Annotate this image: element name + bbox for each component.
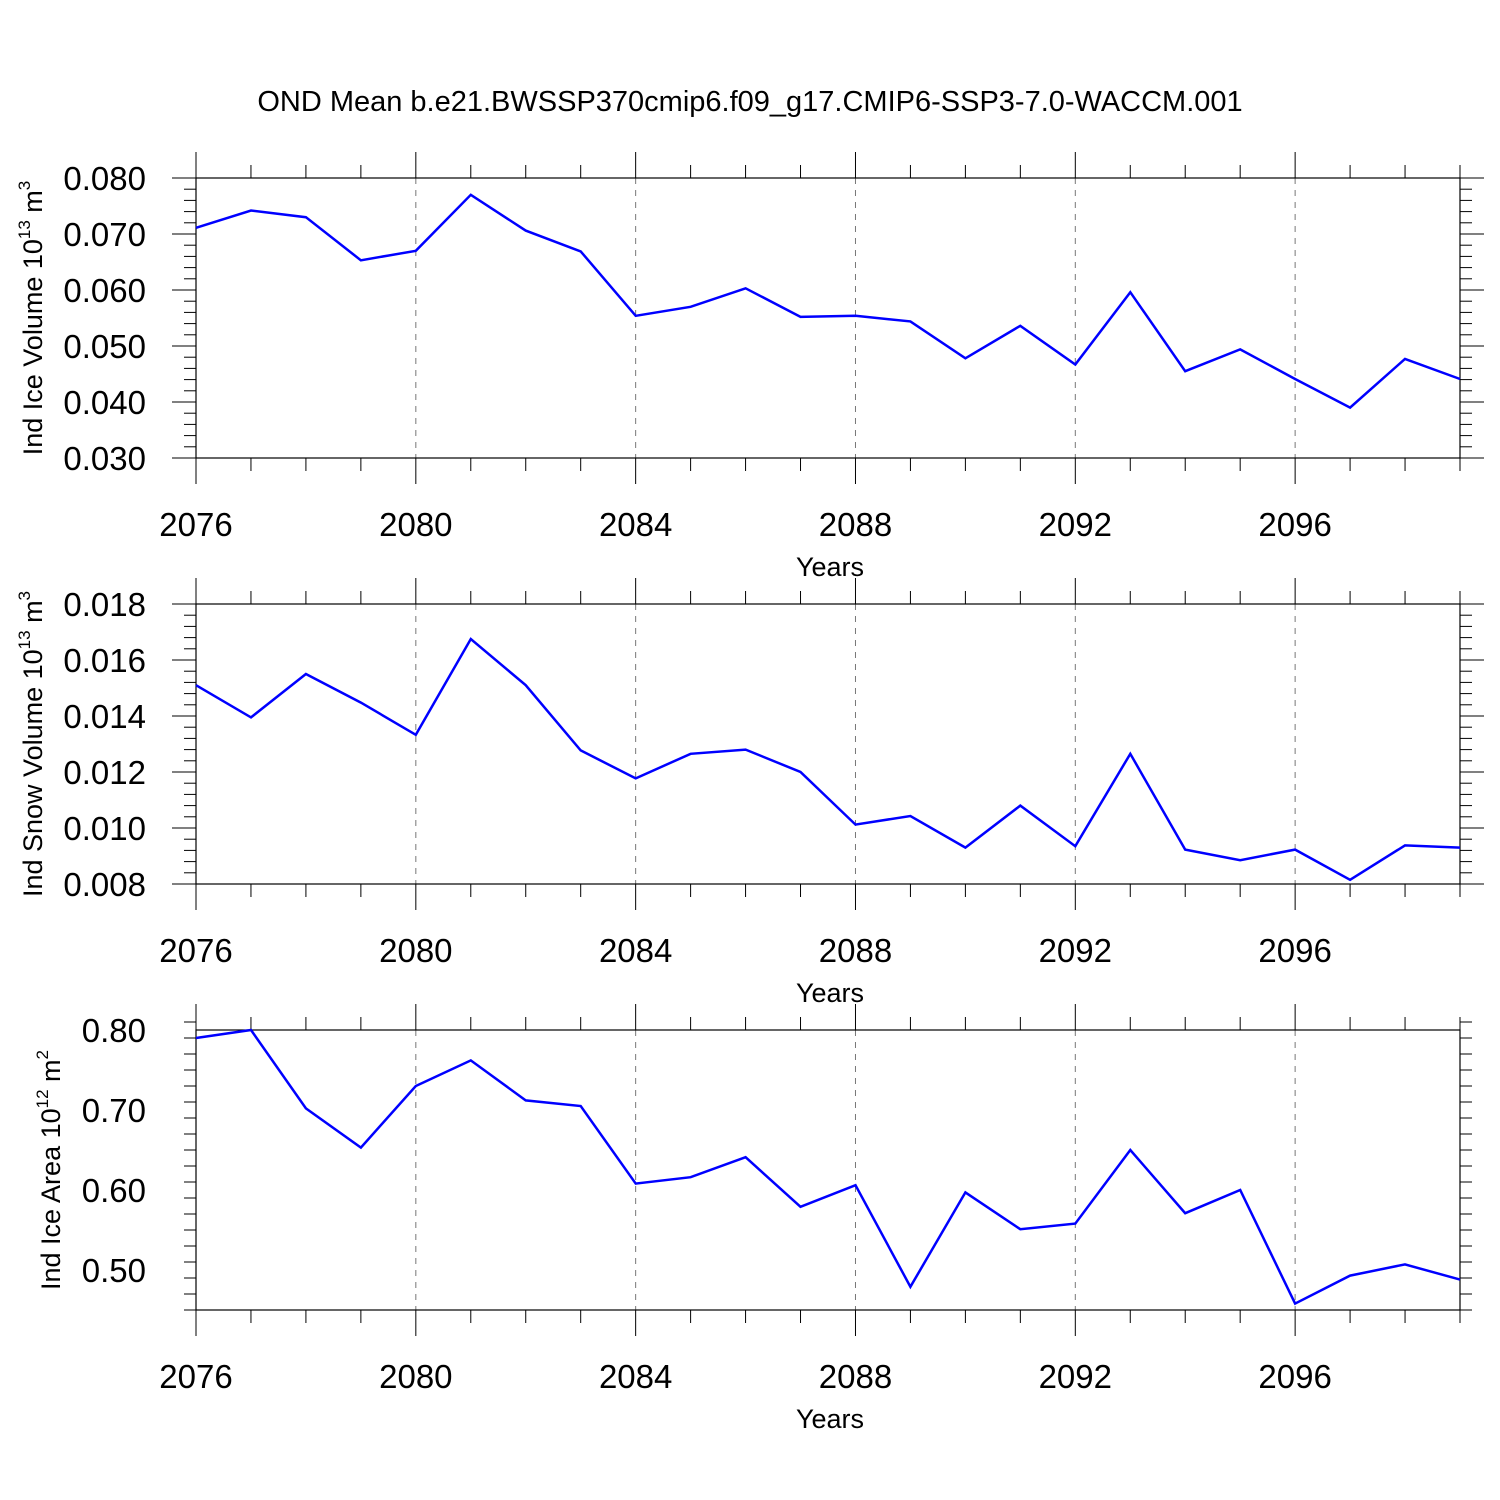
x-tick-label: 2080 bbox=[379, 506, 452, 543]
y-tick-label: 0.60 bbox=[82, 1172, 146, 1209]
x-tick-label: 2076 bbox=[159, 506, 232, 543]
x-tick-label: 2076 bbox=[159, 1358, 232, 1395]
x-axis-label: Years bbox=[796, 552, 864, 582]
y-tick-label: 0.080 bbox=[63, 160, 146, 197]
snow-volume-panel: 2076 2080 2084 2088 2092 2096 0.008 0.010 0.012 0… bbox=[15, 578, 1484, 1008]
x-tick-label: 2092 bbox=[1039, 932, 1112, 969]
x-tick-label: 2084 bbox=[599, 932, 672, 969]
y-tick-label: 0.016 bbox=[63, 642, 146, 679]
series-line bbox=[195, 193, 1461, 410]
x-axis-label: Years bbox=[796, 978, 864, 1008]
series-line bbox=[195, 637, 1461, 882]
ice-area-panel: 2076 2080 2084 2088 2092 2096 0.50 0.60 0.70 0.80… bbox=[33, 1004, 1472, 1434]
x-tick-label: 2092 bbox=[1039, 1358, 1112, 1395]
ice-volume-panel: 2076 2080 2084 2088 2092 2096 0.030 0.040 0.050 0… bbox=[15, 152, 1484, 582]
y-tick-label: 0.018 bbox=[63, 586, 146, 623]
x-tick-label: 2084 bbox=[599, 1358, 672, 1395]
chart-title: OND Mean b.e21.BWSSP370cmip6.f09_g17.CMI… bbox=[257, 86, 1243, 118]
x-tick-label: 2096 bbox=[1258, 1358, 1331, 1395]
y-tick-label: 0.014 bbox=[63, 698, 146, 735]
y-tick-label: 0.50 bbox=[82, 1252, 146, 1289]
y-axis-label: Ind Ice Volume 1013 m3 bbox=[15, 181, 48, 456]
plot-frame bbox=[195, 1029, 1461, 1311]
y-tick-label: 0.008 bbox=[63, 866, 146, 903]
y-axis-label: Ind Ice Area 1012 m2 bbox=[33, 1050, 66, 1290]
x-axis-label: Years bbox=[796, 1404, 864, 1434]
y-tick-label: 0.030 bbox=[63, 440, 146, 477]
y-axis-label: Ind Snow Volume 1013 m3 bbox=[15, 591, 48, 897]
x-tick-label: 2088 bbox=[819, 1358, 892, 1395]
x-tick-label: 2096 bbox=[1258, 506, 1331, 543]
x-tick-label: 2092 bbox=[1039, 506, 1112, 543]
y-tick-label: 0.70 bbox=[82, 1092, 146, 1129]
y-tick-label: 0.040 bbox=[63, 384, 146, 421]
x-tick-label: 2096 bbox=[1258, 932, 1331, 969]
plot-frame bbox=[195, 177, 1461, 459]
y-tick-label: 0.80 bbox=[82, 1012, 146, 1049]
y-tick-label: 0.070 bbox=[63, 216, 146, 253]
x-tick-label: 2080 bbox=[379, 1358, 452, 1395]
series-line bbox=[195, 1028, 1461, 1306]
y-tick-label: 0.010 bbox=[63, 810, 146, 847]
y-tick-label: 0.050 bbox=[63, 328, 146, 365]
x-tick-label: 2076 bbox=[159, 932, 232, 969]
x-tick-label: 2088 bbox=[819, 506, 892, 543]
x-tick-label: 2088 bbox=[819, 932, 892, 969]
x-tick-label: 2080 bbox=[379, 932, 452, 969]
plot-frame bbox=[195, 603, 1461, 885]
x-tick-label: 2084 bbox=[599, 506, 672, 543]
y-tick-label: 0.012 bbox=[63, 754, 146, 791]
y-tick-label: 0.060 bbox=[63, 272, 146, 309]
